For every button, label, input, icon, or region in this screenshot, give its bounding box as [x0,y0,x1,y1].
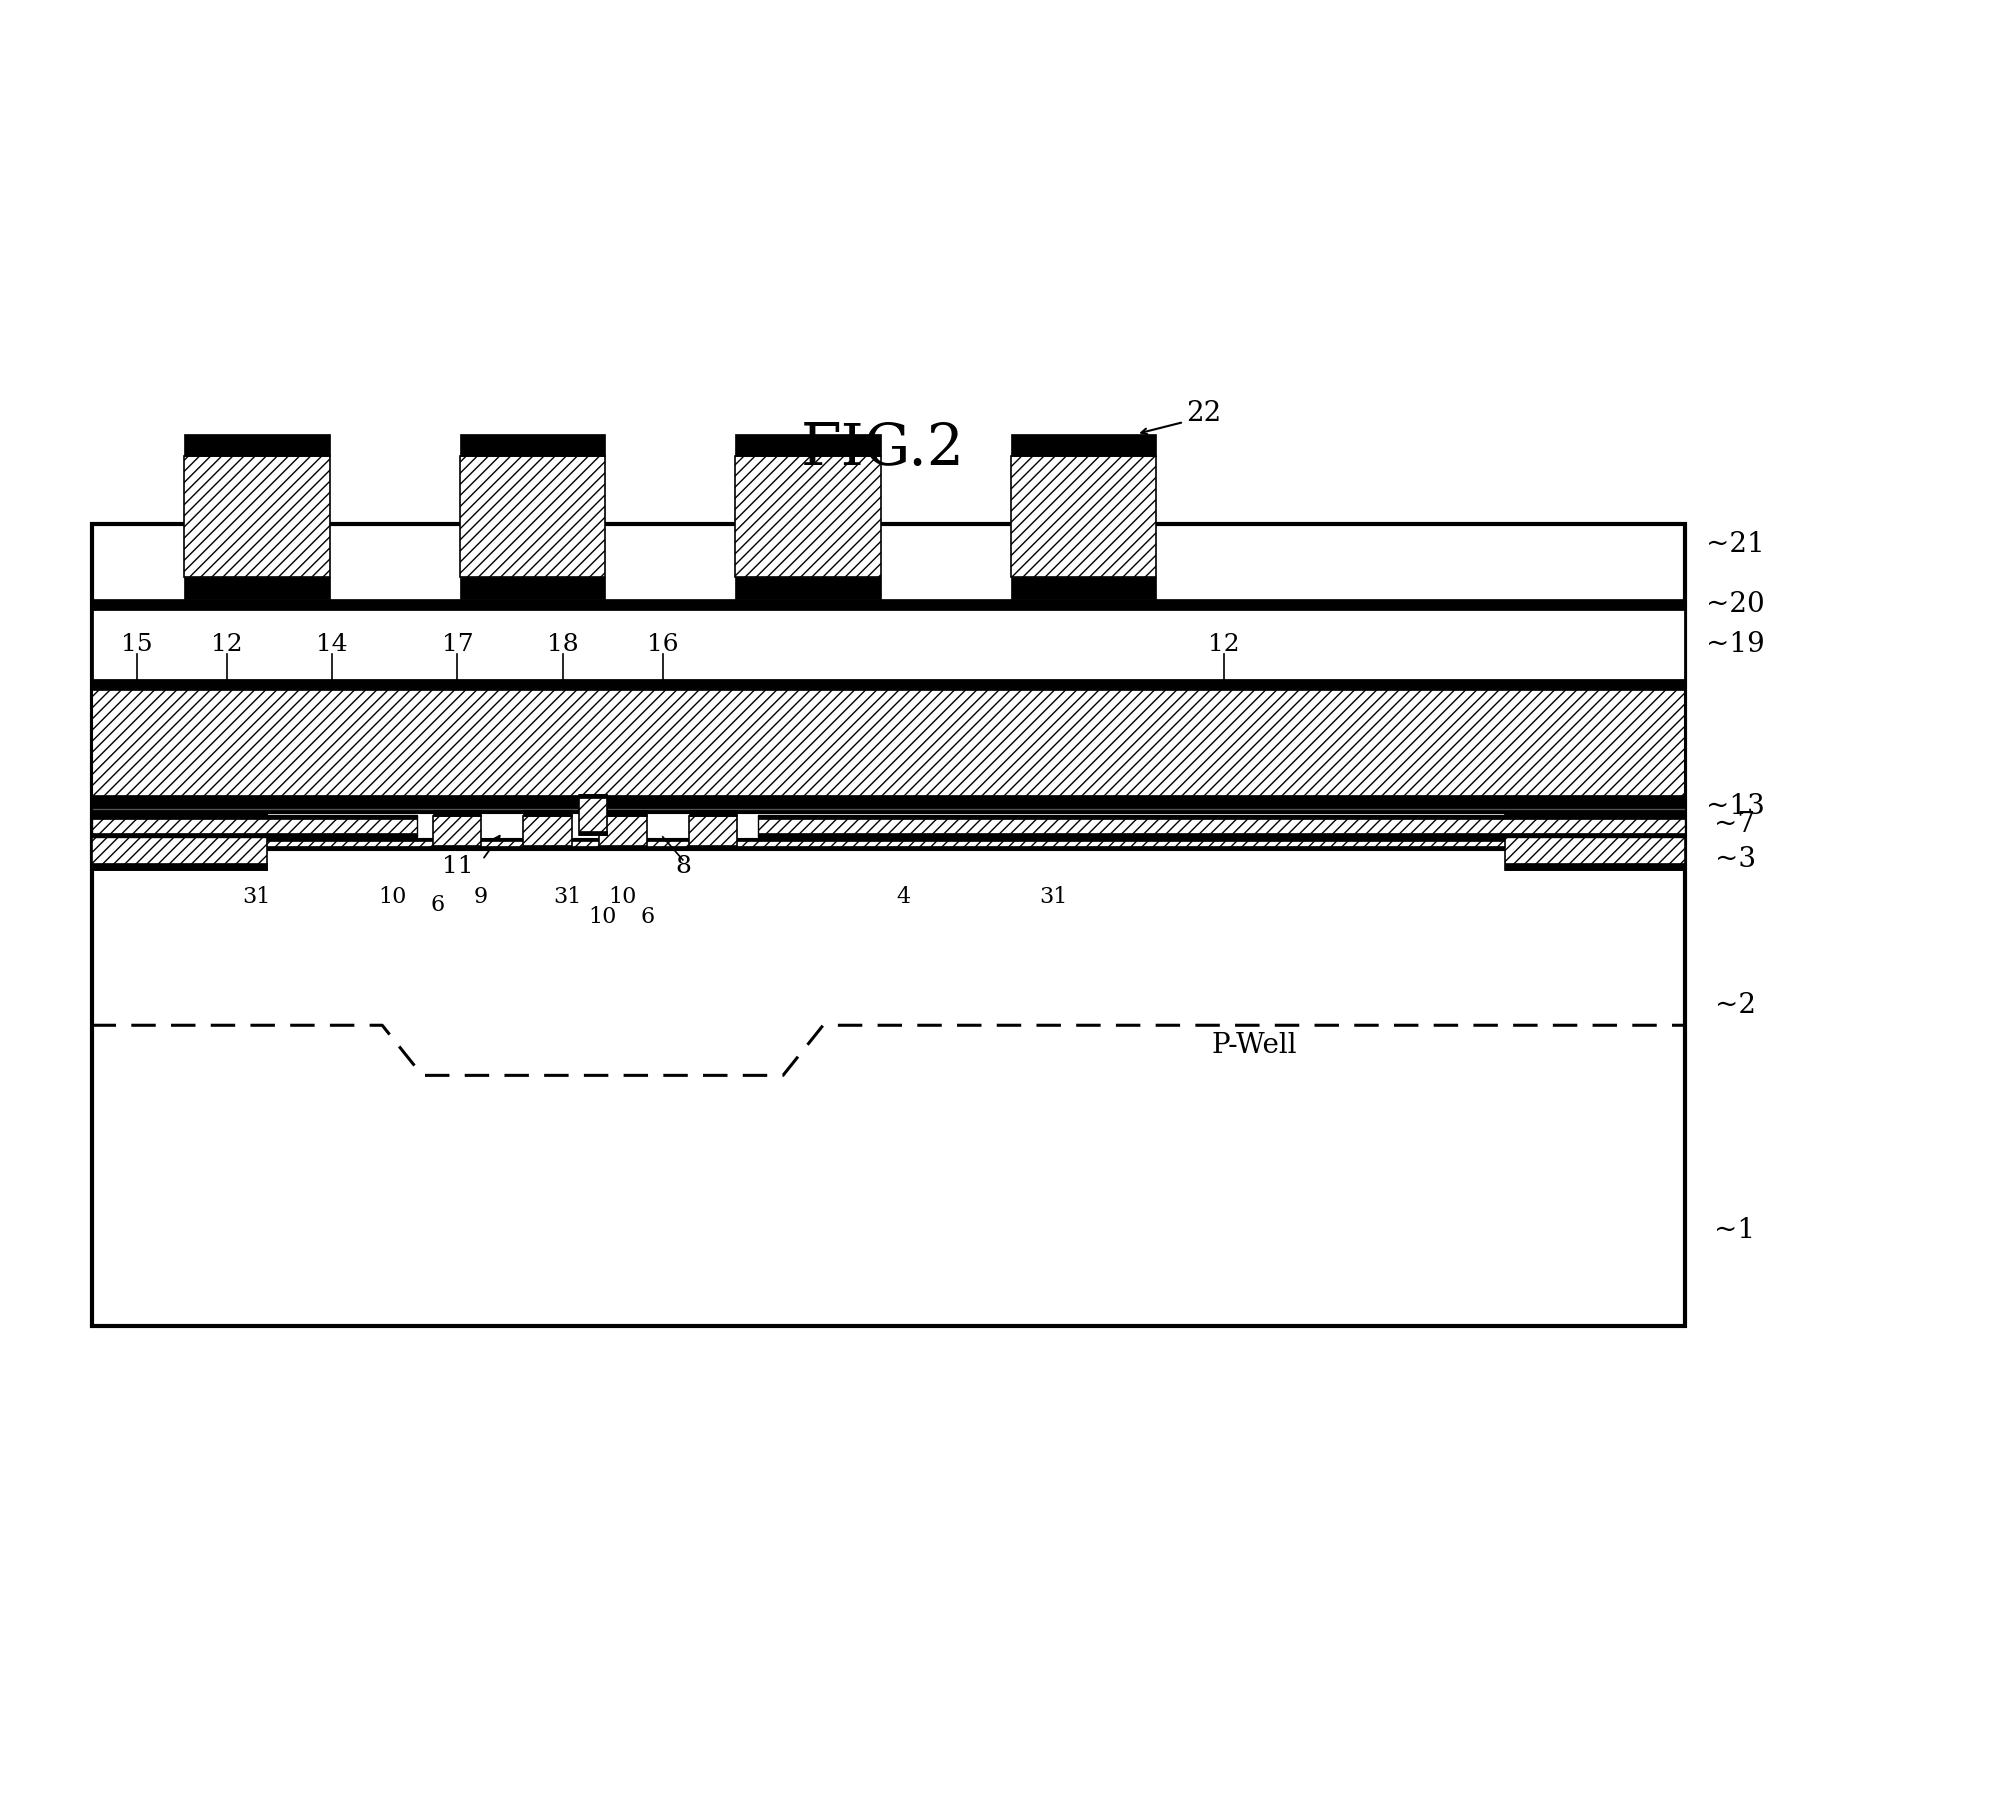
Text: 16: 16 [646,634,678,655]
Bar [1012,577,1156,599]
Bar [92,805,1686,813]
Bar [1012,434,1156,456]
Bar [735,577,881,599]
Text: ~13: ~13 [1706,793,1764,820]
Text: 17: 17 [442,634,474,655]
Text: ~21: ~21 [1706,530,1764,557]
Text: 12: 12 [1208,634,1240,655]
Text: 14: 14 [317,634,347,655]
Bar [185,577,329,599]
Bar [688,816,737,845]
Text: 12: 12 [211,634,243,655]
Text: 31: 31 [554,885,582,909]
Bar [92,838,1686,851]
Bar [185,434,329,456]
Text: 8: 8 [674,856,690,878]
Text: 10: 10 [608,885,636,909]
Bar [688,809,737,816]
Bar [578,795,606,834]
Text: ~2: ~2 [1714,992,1756,1019]
Text: 31: 31 [243,885,271,909]
Bar [759,833,1686,836]
Text: ~20: ~20 [1706,590,1764,617]
Bar [92,679,1686,690]
Text: 6: 6 [640,907,654,929]
Bar [92,795,1686,805]
Bar [598,816,646,845]
Bar [735,434,881,456]
Text: 4: 4 [897,885,911,909]
Text: 18: 18 [546,634,578,655]
Bar [92,679,1686,805]
Bar [598,809,646,816]
Bar [434,809,482,816]
Text: 31: 31 [1040,885,1068,909]
Bar [460,434,606,456]
Bar [578,831,606,834]
Bar [524,845,572,851]
Bar [434,816,482,845]
Text: 10: 10 [588,907,616,929]
Bar [598,845,646,851]
Bar [92,813,267,871]
Text: 6: 6 [429,894,444,916]
Bar [92,610,1686,679]
Bar [688,845,737,851]
Bar [92,809,1686,813]
Bar [92,845,1686,851]
Bar [185,456,329,577]
Bar [92,863,267,871]
Bar [524,809,572,816]
Bar [1012,456,1156,577]
Bar [578,795,606,798]
Text: ~3: ~3 [1714,847,1756,874]
Bar [460,456,606,577]
Bar [1505,813,1686,871]
Bar [1505,811,1686,818]
Bar [434,845,482,851]
Bar [92,833,417,836]
Bar [92,838,1686,842]
Bar [759,814,1686,818]
Text: P-Well: P-Well [1210,1032,1297,1059]
Bar [92,814,417,818]
Text: 15: 15 [120,634,153,655]
Text: FIG.2: FIG.2 [801,422,965,478]
Bar [759,814,1686,836]
Bar [735,456,881,577]
Bar [92,814,417,836]
Text: ~1: ~1 [1714,1216,1756,1243]
Text: 11: 11 [442,856,474,878]
Bar [524,816,572,845]
Text: 10: 10 [377,885,405,909]
Text: ~7: ~7 [1714,811,1756,838]
Text: 22: 22 [1186,400,1222,427]
Bar [460,577,606,599]
Text: 9: 9 [474,885,488,909]
Bar [92,811,267,818]
Bar [1505,863,1686,871]
Text: ~19: ~19 [1706,632,1764,659]
Bar [92,525,1686,1327]
Bar [92,599,1686,610]
Bar [92,805,1686,807]
